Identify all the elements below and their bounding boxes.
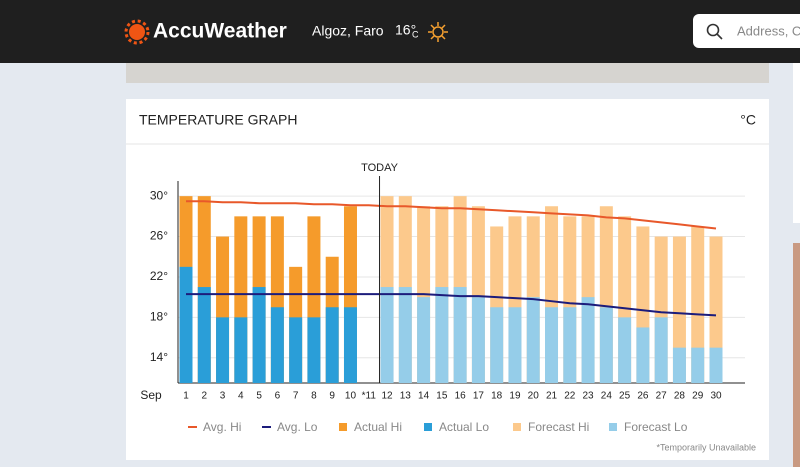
month-label: Sep	[140, 388, 162, 402]
y-tick-label: 22°	[150, 269, 168, 283]
x-tick-label: 1	[183, 391, 189, 402]
x-tick-label: 14	[418, 391, 430, 402]
legend-swatch	[339, 423, 347, 431]
legend-swatch	[609, 423, 617, 431]
bar	[691, 347, 705, 383]
x-tick-label: 18	[491, 391, 503, 402]
unit[interactable]: °C	[740, 112, 756, 128]
x-tick-label: 17	[473, 391, 485, 402]
footnote: *Temporarily Unavailable	[656, 442, 756, 452]
y-tick-label: 26°	[150, 229, 168, 243]
bar	[526, 297, 540, 383]
bar	[289, 317, 303, 383]
line	[186, 200, 717, 230]
x-tick-label: 25	[619, 391, 631, 402]
x-tick-label: *11	[362, 391, 377, 402]
bar	[654, 317, 668, 383]
bar	[197, 287, 211, 383]
legend-label: Forecast Hi	[528, 420, 589, 434]
bar	[179, 266, 193, 383]
bar	[508, 307, 522, 383]
bar	[252, 287, 266, 383]
logo-icon[interactable]	[124, 19, 150, 45]
x-tick-label: 28	[674, 391, 686, 402]
bar	[380, 287, 394, 383]
x-tick-label: 9	[329, 391, 335, 402]
x-tick-label: 3	[220, 391, 226, 402]
location[interactable]: Algoz, Faro	[312, 23, 384, 39]
x-tick-label: 29	[692, 391, 704, 402]
bar	[618, 317, 632, 383]
bar	[599, 307, 613, 383]
x-tick-label: 7	[293, 391, 299, 402]
x-tick-label: 19	[509, 391, 521, 402]
x-tick-label: 2	[201, 391, 207, 402]
side-image	[793, 243, 800, 467]
bar	[471, 297, 485, 383]
bar	[417, 297, 431, 383]
x-tick-label: 26	[637, 391, 649, 402]
sun-icon	[428, 22, 448, 42]
search-icon	[706, 23, 723, 40]
bar	[672, 236, 686, 383]
x-tick-label: 20	[528, 391, 540, 402]
bar	[234, 317, 248, 383]
bar	[709, 347, 723, 383]
legend-label: Forecast Lo	[624, 420, 688, 434]
line	[186, 293, 717, 317]
bar	[325, 307, 339, 383]
x-tick-label: 30	[710, 391, 722, 402]
x-tick-label: 12	[381, 391, 393, 402]
card-title: TEMPERATURE GRAPH	[139, 112, 297, 128]
x-tick-label: 15	[436, 391, 448, 402]
logo[interactable]: AccuWeather	[153, 20, 287, 43]
x-tick-label: 27	[656, 391, 668, 402]
y-tick-label: 14°	[150, 350, 168, 364]
x-tick-label: 10	[345, 391, 357, 402]
today-label: TODAY	[361, 162, 399, 174]
side-panel	[793, 63, 800, 223]
bar	[709, 236, 723, 383]
bar	[636, 327, 650, 383]
y-tick-label: 18°	[150, 310, 168, 324]
bar	[545, 307, 559, 383]
bar	[581, 297, 595, 383]
bar	[343, 307, 357, 383]
x-tick-label: 16	[455, 391, 467, 402]
x-tick-label: 24	[601, 391, 613, 402]
bar	[490, 307, 504, 383]
legend-label: Actual Hi	[354, 420, 402, 434]
current-temp: 16°	[395, 22, 416, 38]
x-tick-label: 4	[238, 391, 244, 402]
legend-label: Avg. Hi	[203, 420, 241, 434]
x-tick-label: 6	[275, 391, 281, 402]
bar	[216, 317, 230, 383]
bar	[435, 287, 449, 383]
bar	[691, 226, 705, 383]
x-tick-label: 21	[546, 391, 558, 402]
bar	[672, 347, 686, 383]
x-tick-label: 23	[583, 391, 595, 402]
bar	[453, 287, 467, 383]
temp-unit: C	[412, 29, 419, 39]
bar	[563, 307, 577, 383]
bar	[270, 307, 284, 383]
x-tick-label: 5	[256, 391, 262, 402]
search-box[interactable]	[693, 14, 800, 48]
bar	[307, 317, 321, 383]
y-tick-label: 30°	[150, 188, 168, 202]
image-strip	[126, 63, 769, 83]
x-tick-label: 8	[311, 391, 317, 402]
legend-swatch	[513, 423, 521, 431]
legend-label: Actual Lo	[439, 420, 489, 434]
legend-swatch	[424, 423, 432, 431]
x-tick-label: 22	[564, 391, 576, 402]
x-tick-label: 13	[400, 391, 412, 402]
bar	[398, 287, 412, 383]
search-placeholder[interactable]: Address, Ci	[737, 23, 800, 38]
legend-label: Avg. Lo	[277, 420, 318, 434]
